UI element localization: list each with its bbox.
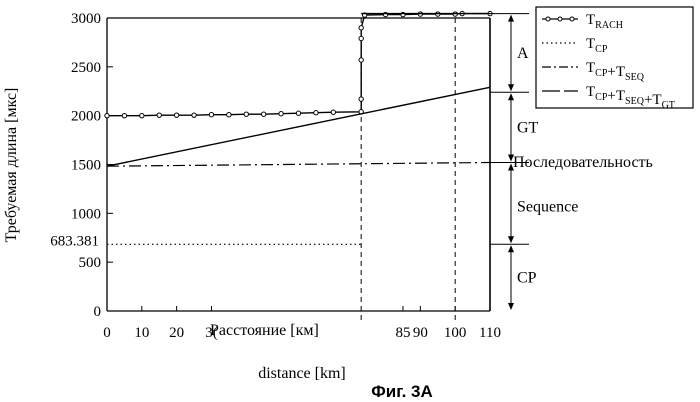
trach-point bbox=[313, 110, 319, 116]
legend-marker bbox=[545, 16, 551, 22]
series-line-tcp-tseq-tgt bbox=[106, 86, 491, 167]
y-tick-label: 2500 bbox=[71, 60, 101, 76]
legend-entry-label: TRACH bbox=[586, 12, 623, 31]
annotations: A GT Sequence CP bbox=[361, 12, 578, 310]
bracket-label: Sequence bbox=[517, 198, 578, 215]
trach-point bbox=[139, 112, 145, 119]
bracket-arrow-down bbox=[508, 154, 514, 162]
trach-point bbox=[358, 25, 364, 31]
legend-entry-label: TCP+TSEQ bbox=[586, 60, 645, 83]
trach-point bbox=[358, 96, 364, 102]
plot-area: 0 500 1000 1500 2000 2500 3000 683.381 0 10 20 3( 85… bbox=[50, 11, 501, 341]
x-tick-label: 110 bbox=[479, 325, 501, 341]
trach-point bbox=[243, 111, 249, 117]
x-tick-label: 0 bbox=[103, 325, 111, 341]
trach-point bbox=[330, 109, 337, 115]
trach-point bbox=[295, 110, 302, 116]
y-tick-label: 1500 bbox=[71, 158, 101, 174]
bracket-arrow-down bbox=[508, 303, 514, 310]
series-line-tcp-tseq bbox=[106, 161, 491, 167]
figure-caption: Фиг. 3A bbox=[371, 382, 433, 401]
bracket-label: CP bbox=[517, 270, 537, 287]
legend-marker bbox=[569, 16, 575, 22]
x-tick-label: 20 bbox=[169, 325, 184, 341]
trach-point bbox=[226, 111, 232, 118]
y-tick-label: 1000 bbox=[71, 206, 101, 222]
bracket-label: A bbox=[517, 45, 529, 62]
x-tick-label: 3( bbox=[205, 325, 218, 341]
trach-point bbox=[121, 112, 128, 119]
series-line-trach bbox=[107, 12, 490, 117]
bracket-arrow-down bbox=[508, 84, 514, 92]
trach-point bbox=[278, 111, 284, 117]
bracket-arrow-down bbox=[508, 236, 514, 244]
legend-entry-label: TCP+TSEQ+TGT bbox=[586, 84, 675, 111]
legend-entry-label: TCP bbox=[586, 36, 608, 55]
x-axis-label: distance [km] bbox=[258, 365, 346, 382]
trach-point bbox=[358, 57, 364, 63]
bracket-arrow-up bbox=[508, 93, 514, 101]
x-tick-label: 85 bbox=[395, 325, 410, 341]
y-tick-label: 3000 bbox=[71, 11, 101, 27]
y-tick-label: 0 bbox=[94, 304, 102, 320]
x-tick-label: 90 bbox=[413, 325, 428, 341]
y-axis-label: Требуемая длина [мкс] bbox=[3, 88, 20, 243]
trach-point bbox=[156, 112, 162, 118]
bracket-label: GT bbox=[517, 119, 539, 136]
sequence-annotation: Последовательность bbox=[513, 154, 653, 171]
y-tick-label-extra: 683.381 bbox=[50, 233, 99, 249]
x-tick-label: 10 bbox=[134, 325, 149, 341]
trach-point bbox=[173, 112, 180, 118]
y-tick-label: 2000 bbox=[71, 109, 101, 125]
x-tick-label: 100 bbox=[444, 325, 467, 341]
bracket-arrow-up bbox=[508, 163, 514, 171]
trach-point bbox=[260, 111, 267, 117]
trach-point bbox=[358, 35, 364, 42]
y-tick-label: 500 bbox=[79, 255, 102, 271]
trach-point bbox=[208, 111, 215, 118]
x-axis-label-overlay: Расстояние [км] bbox=[210, 322, 319, 339]
trach-point bbox=[104, 112, 110, 119]
series-lines bbox=[104, 10, 493, 245]
legend-marker bbox=[557, 16, 563, 22]
legend-box bbox=[535, 6, 694, 109]
bracket-arrow-up bbox=[508, 14, 514, 22]
bracket-arrow-up bbox=[508, 245, 514, 253]
trach-point bbox=[191, 112, 197, 118]
